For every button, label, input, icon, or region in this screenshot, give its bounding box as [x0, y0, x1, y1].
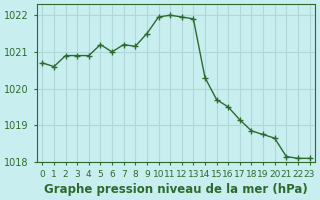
- X-axis label: Graphe pression niveau de la mer (hPa): Graphe pression niveau de la mer (hPa): [44, 183, 308, 196]
